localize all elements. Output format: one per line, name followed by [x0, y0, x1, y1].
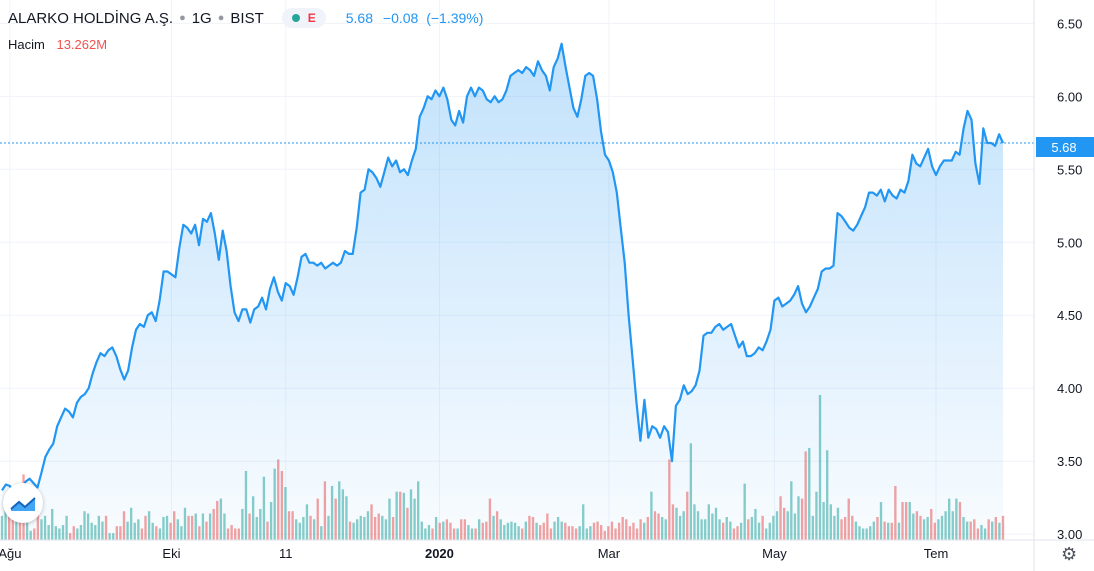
price-axis-labels: 3.00 3.50 4.00 4.50 5.00 5.50 6.00 6.50: [1057, 16, 1082, 542]
price-quote: 5.68 −0.08 (−1.39%): [346, 10, 484, 26]
gear-icon[interactable]: ⚙: [1061, 544, 1078, 564]
y-tick-label: 6.00: [1057, 89, 1082, 104]
volume-label: Hacim: [8, 37, 45, 52]
y-tick-label: 4.50: [1057, 308, 1082, 323]
volume-legend[interactable]: Hacim 13.262M: [8, 37, 107, 52]
x-tick-label: Ağu: [0, 546, 21, 561]
last-price: 5.68: [345, 10, 373, 26]
volume-value: 13.262M: [56, 37, 108, 52]
x-tick-label: May: [762, 546, 787, 561]
price-change: −0.08: [382, 10, 419, 26]
y-tick-label: 5.00: [1057, 235, 1082, 250]
y-tick-label: 3.00: [1057, 527, 1082, 542]
chart-header: ALARKO HOLDİNG A.Ş. ● 1G ● BIST E 5.68 −…: [8, 8, 483, 28]
price-change-pct: (−1.39%): [426, 10, 484, 26]
y-tick-label: 3.50: [1057, 454, 1082, 469]
y-tick-label: 6.50: [1057, 16, 1082, 31]
x-tick-label: 11: [279, 546, 293, 561]
last-price-tag: 5.68: [1036, 137, 1094, 157]
svg-text:5.68: 5.68: [1051, 140, 1076, 155]
tradingview-logo-icon[interactable]: [3, 483, 43, 523]
x-tick-label: 2020: [425, 546, 454, 561]
y-tick-label: 5.50: [1057, 162, 1082, 177]
volume-bar: [0, 515, 4, 540]
status-badge[interactable]: E: [281, 8, 326, 28]
symbol-name[interactable]: ALARKO HOLDİNG A.Ş.: [8, 9, 174, 27]
delayed-flag: E: [307, 11, 316, 25]
market-status-dot-icon: [291, 14, 300, 22]
price-area-fill: [2, 43, 1003, 541]
time-axis-labels[interactable]: Ağu Eki 11 2020 Mar May Tem: [0, 546, 948, 561]
y-tick-label: 4.00: [1057, 381, 1082, 396]
x-tick-label: Mar: [598, 546, 621, 561]
price-axis-panel[interactable]: [1034, 0, 1094, 540]
interval-label[interactable]: 1G: [191, 9, 212, 27]
separator-dot: ●: [217, 12, 225, 24]
x-tick-label: Eki: [162, 546, 180, 561]
x-tick-label: Tem: [924, 546, 949, 561]
exchange-label: BIST: [230, 9, 264, 27]
price-series-line: [1, 42, 1005, 495]
separator-dot: ●: [179, 12, 186, 24]
